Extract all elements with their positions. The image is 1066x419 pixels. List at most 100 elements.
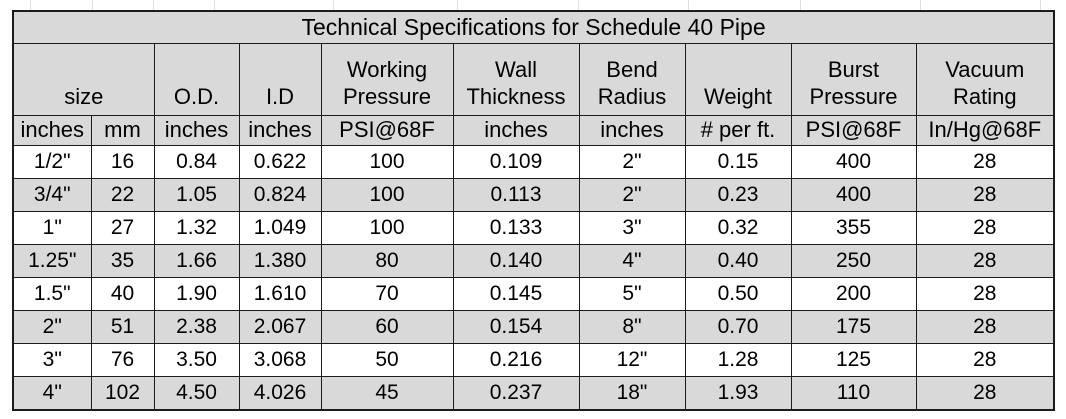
cell-vacuum-rating: 28 [915, 343, 1055, 377]
gridline-tick [333, 0, 334, 10]
cell-size-inches: 3/4" [12, 178, 92, 212]
column-headers-row: size O.D. I.D Working Pressure Wall Thic… [12, 43, 1055, 116]
gridline-tick [1040, 0, 1041, 10]
unit-burst-pressure: PSI@68F [790, 115, 917, 146]
col-header-burst-pressure: Burst Pressure [790, 43, 917, 116]
cell-working-pressure: 50 [320, 343, 454, 377]
table-row: 1" 27 1.32 1.049 100 0.133 3" 0.32 355 2… [12, 211, 1055, 245]
unit-od: inches [153, 115, 240, 146]
cell-bend-radius: 5" [578, 277, 686, 311]
cell-size-inches: 2" [12, 310, 92, 344]
cell-size-inches: 1" [12, 211, 92, 245]
cell-working-pressure: 100 [320, 145, 454, 179]
cell-id: 1.049 [238, 211, 322, 245]
cell-size-mm: 51 [90, 310, 155, 344]
spec-table: Technical Specifications for Schedule 40… [12, 10, 1056, 411]
cell-vacuum-rating: 28 [915, 277, 1055, 311]
cell-size-inches: 1/2" [12, 145, 92, 179]
cell-weight: 1.28 [684, 343, 792, 377]
col-header-wall-thickness: Wall Thickness [452, 43, 580, 116]
cell-od: 1.05 [153, 178, 240, 212]
cell-weight: 0.23 [684, 178, 792, 212]
cell-wall-thickness: 0.154 [452, 310, 580, 344]
cell-burst-pressure: 400 [790, 145, 917, 179]
table-row: 2" 51 2.38 2.067 60 0.154 8" 0.70 175 28 [12, 310, 1055, 344]
unit-id: inches [238, 115, 322, 146]
cell-id: 0.622 [238, 145, 322, 179]
cell-bend-radius: 8" [578, 310, 686, 344]
cell-size-inches: 3" [12, 343, 92, 377]
unit-working-pressure: PSI@68F [320, 115, 454, 146]
cell-bend-radius: 2" [578, 145, 686, 179]
col-header-vacuum-rating: Vacuum Rating [915, 43, 1055, 116]
cell-bend-radius: 4" [578, 244, 686, 278]
cell-working-pressure: 100 [320, 211, 454, 245]
col-header-od: O.D. [153, 43, 240, 116]
unit-weight: # per ft. [684, 115, 792, 146]
cell-size-inches: 1.5" [12, 277, 92, 311]
cell-working-pressure: 100 [320, 178, 454, 212]
cell-od: 1.32 [153, 211, 240, 245]
cell-size-mm: 102 [90, 376, 155, 411]
cell-burst-pressure: 400 [790, 178, 917, 212]
gridline-tick [688, 0, 689, 10]
cell-wall-thickness: 0.109 [452, 145, 580, 179]
cell-bend-radius: 12" [578, 343, 686, 377]
cell-vacuum-rating: 28 [915, 211, 1055, 245]
table-row: 3" 76 3.50 3.068 50 0.216 12" 1.28 125 2… [12, 343, 1055, 377]
cell-id: 1.380 [238, 244, 322, 278]
gridline-tick [457, 0, 458, 10]
cell-wall-thickness: 0.113 [452, 178, 580, 212]
table-row: 1.5" 40 1.90 1.610 70 0.145 5" 0.50 200 … [12, 277, 1055, 311]
cell-id: 0.824 [238, 178, 322, 212]
gridline-tick [920, 0, 921, 10]
cell-burst-pressure: 250 [790, 244, 917, 278]
cell-vacuum-rating: 28 [915, 244, 1055, 278]
cell-working-pressure: 45 [320, 376, 454, 411]
cell-weight: 0.40 [684, 244, 792, 278]
cell-od: 2.38 [153, 310, 240, 344]
unit-wall-thickness: inches [452, 115, 580, 146]
gridline-tick [214, 0, 215, 10]
cell-id: 1.610 [238, 277, 322, 311]
cell-weight: 0.70 [684, 310, 792, 344]
cell-vacuum-rating: 28 [915, 178, 1055, 212]
cell-od: 0.84 [153, 145, 240, 179]
cell-od: 4.50 [153, 376, 240, 411]
cell-burst-pressure: 355 [790, 211, 917, 245]
cell-vacuum-rating: 28 [915, 376, 1055, 411]
unit-size-inches: inches [12, 115, 92, 146]
cell-wall-thickness: 0.237 [452, 376, 580, 411]
cell-od: 3.50 [153, 343, 240, 377]
table-row: 1.25" 35 1.66 1.380 80 0.140 4" 0.40 250… [12, 244, 1055, 278]
cell-wall-thickness: 0.133 [452, 211, 580, 245]
cell-burst-pressure: 110 [790, 376, 917, 411]
cell-bend-radius: 3" [578, 211, 686, 245]
cell-size-inches: 1.25" [12, 244, 92, 278]
cell-size-inches: 4" [12, 376, 92, 411]
col-header-id: I.D [238, 43, 322, 116]
cell-burst-pressure: 125 [790, 343, 917, 377]
gridline-tick [800, 0, 801, 10]
cell-id: 2.067 [238, 310, 322, 344]
spec-table-body: Technical Specifications for Schedule 40… [12, 10, 1055, 411]
gridline-tick [30, 0, 31, 10]
cell-burst-pressure: 200 [790, 277, 917, 311]
cell-size-mm: 16 [90, 145, 155, 179]
cell-wall-thickness: 0.145 [452, 277, 580, 311]
cell-weight: 0.15 [684, 145, 792, 179]
cell-working-pressure: 80 [320, 244, 454, 278]
cell-wall-thickness: 0.140 [452, 244, 580, 278]
cell-working-pressure: 70 [320, 277, 454, 311]
cell-vacuum-rating: 28 [915, 310, 1055, 344]
cell-weight: 0.32 [684, 211, 792, 245]
cell-size-mm: 76 [90, 343, 155, 377]
cell-bend-radius: 18" [578, 376, 686, 411]
cell-working-pressure: 60 [320, 310, 454, 344]
cell-id: 4.026 [238, 376, 322, 411]
cell-burst-pressure: 175 [790, 310, 917, 344]
col-header-working-pressure: Working Pressure [320, 43, 454, 116]
cell-od: 1.90 [153, 277, 240, 311]
col-header-size: size [12, 43, 155, 116]
